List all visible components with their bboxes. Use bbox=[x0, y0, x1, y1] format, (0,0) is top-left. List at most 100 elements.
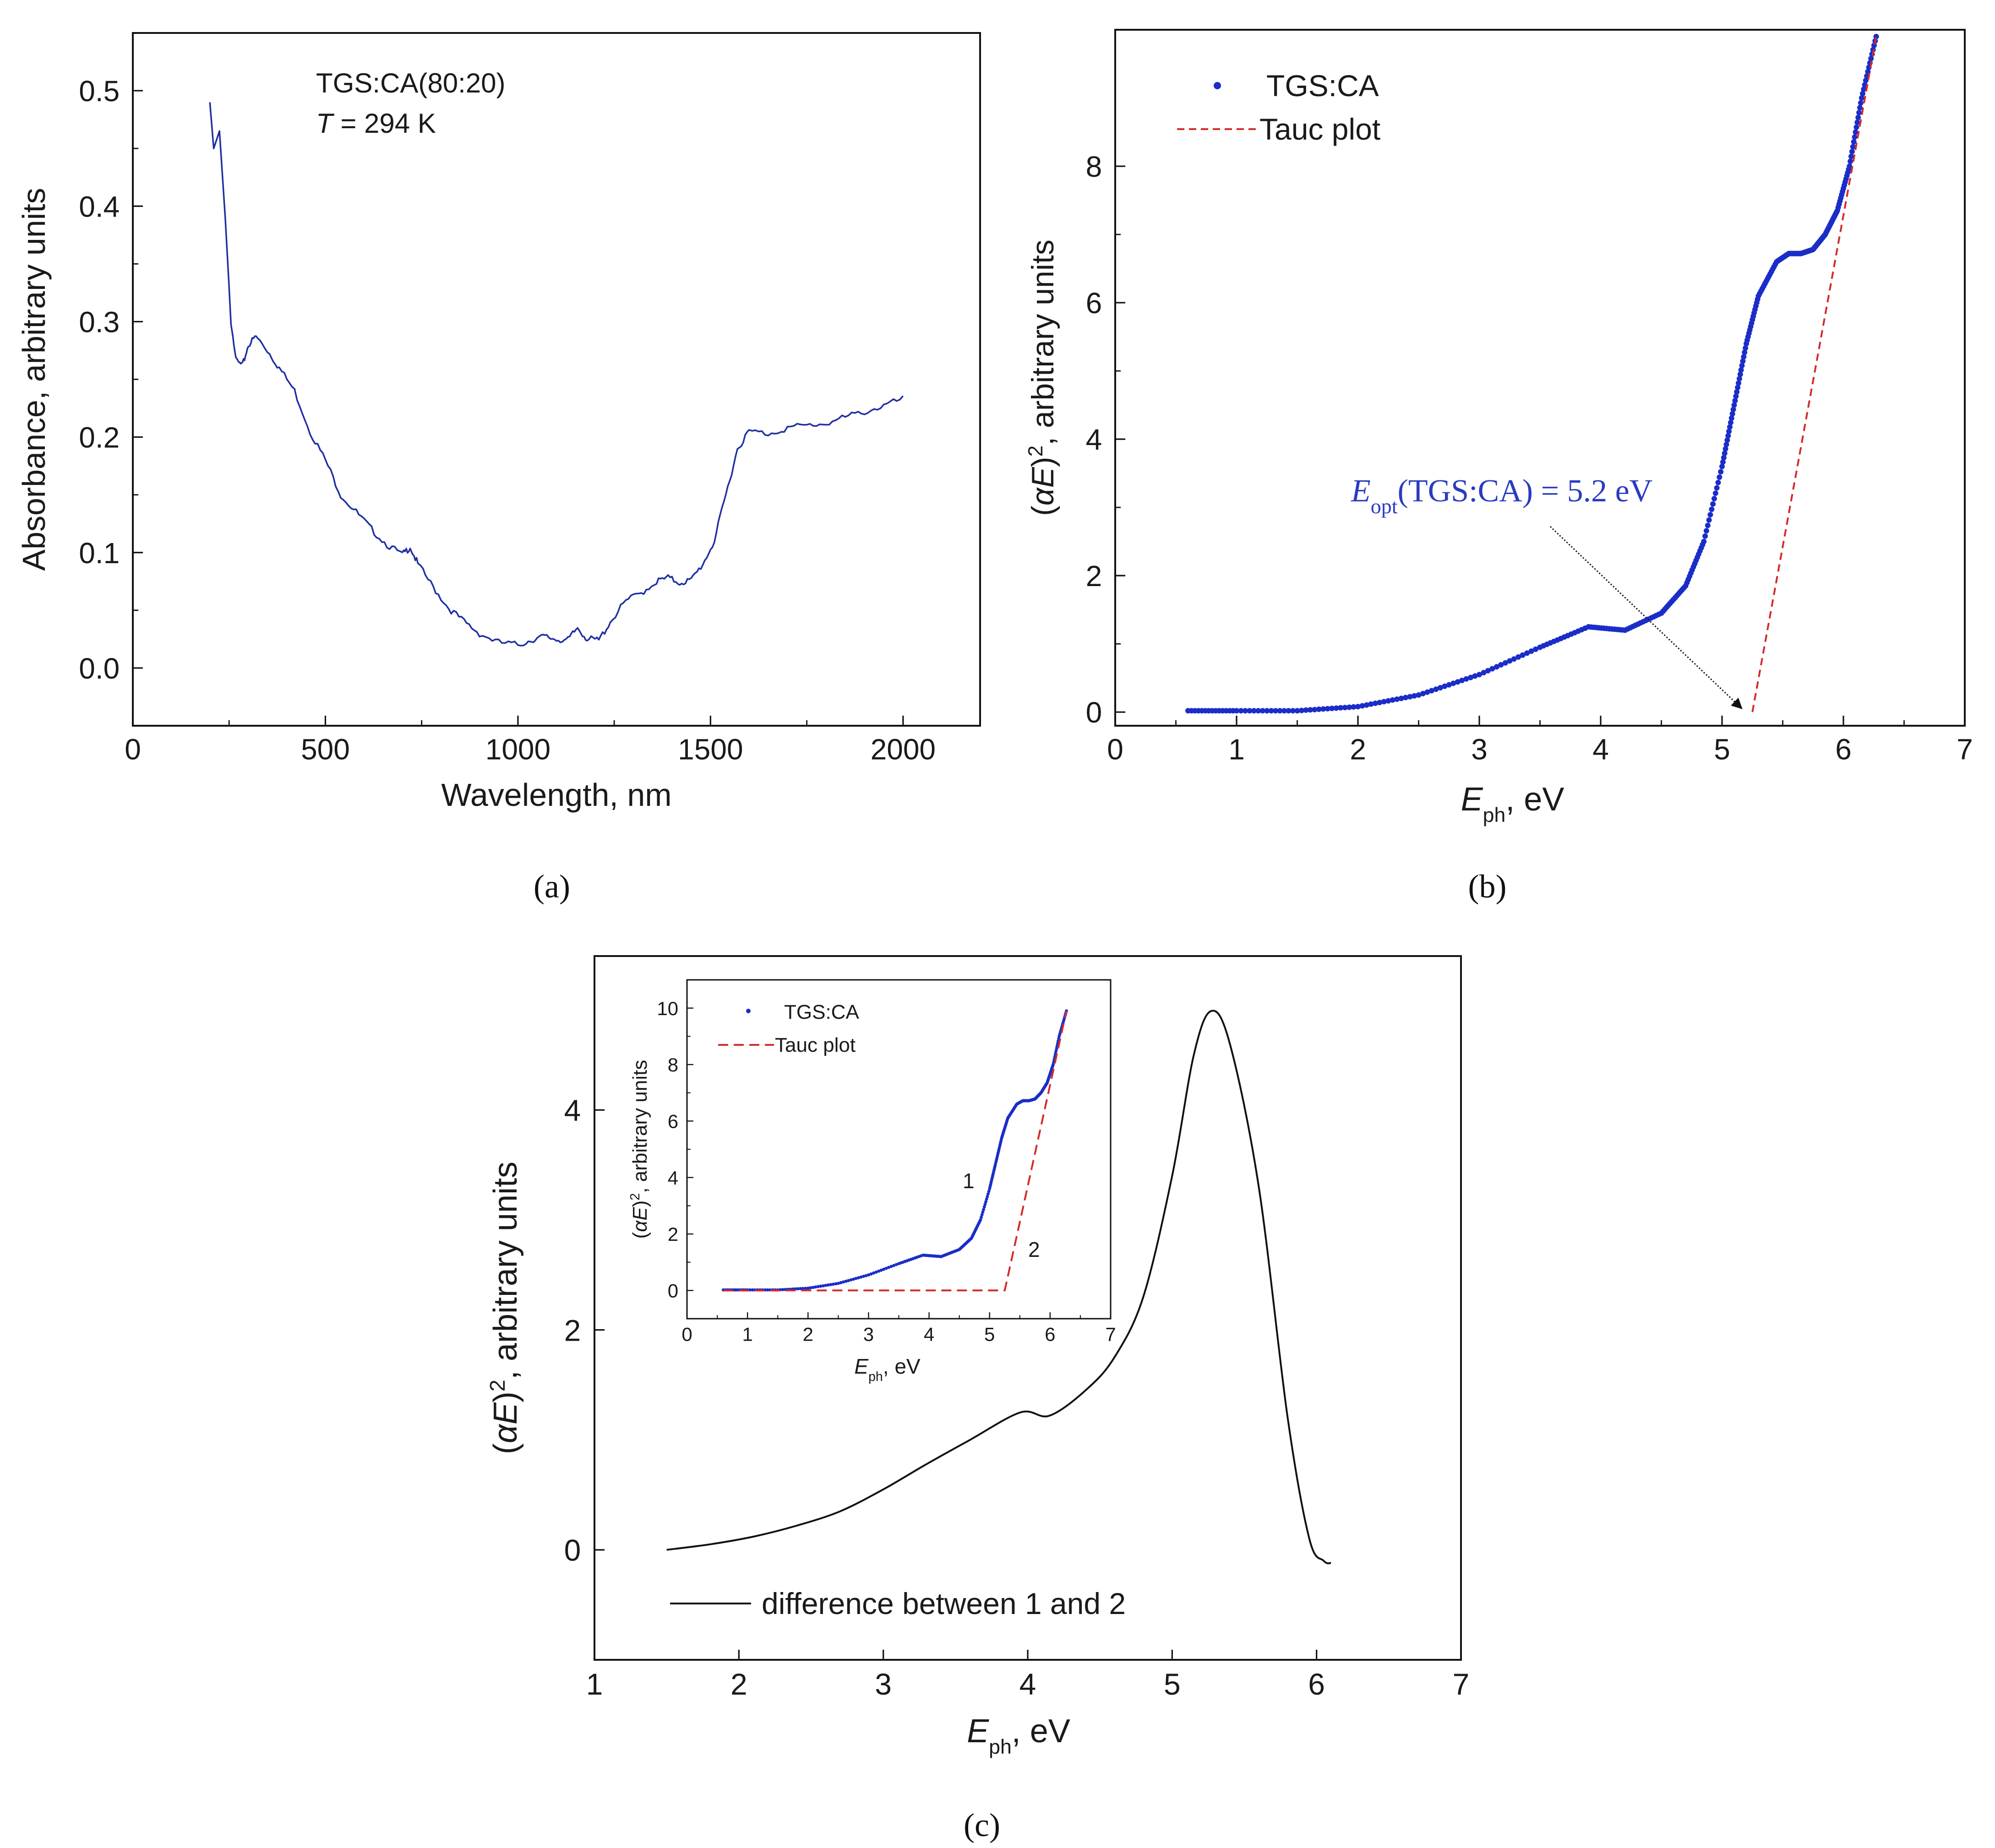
tgs-ca-data-point bbox=[1442, 683, 1448, 689]
eopt-annotation-arrow bbox=[1549, 526, 1743, 709]
tgs-ca-data-point bbox=[1726, 429, 1732, 435]
tgs-ca-data-point bbox=[1848, 153, 1854, 159]
inset-tgs-ca-data-point bbox=[882, 1267, 885, 1271]
tgs-ca-data-point bbox=[1511, 656, 1517, 662]
inset-tgs-ca-data-point bbox=[799, 1287, 802, 1290]
tgs-ca-data-point bbox=[1858, 100, 1864, 106]
tgs-ca-data-point bbox=[1242, 708, 1248, 714]
tgs-ca-data-point bbox=[1705, 522, 1711, 528]
inset-tgs-ca-data-point bbox=[877, 1269, 880, 1273]
panel-c-y-tick-label: 0 bbox=[564, 1533, 581, 1567]
tgs-ca-data-point bbox=[1853, 124, 1859, 130]
inset-tgs-ca-data-point bbox=[748, 1288, 752, 1292]
panel-b-frame bbox=[1114, 29, 1966, 727]
tgs-ca-data-point bbox=[1743, 345, 1749, 351]
inset-tgs-ca-data-point bbox=[816, 1285, 820, 1288]
panel-b-y-axis-title-symbol: αE bbox=[1025, 467, 1060, 505]
panel-c-x-tick-label: 4 bbox=[1019, 1667, 1036, 1701]
tgs-ca-data-point bbox=[1412, 693, 1417, 699]
inset-x-tick-label: 6 bbox=[1045, 1323, 1055, 1345]
panel-b-x-axis-title-rest: , eV bbox=[1505, 781, 1564, 818]
tgs-ca-data-point bbox=[1732, 398, 1738, 403]
inset-y-axis-title-sup: 2 bbox=[628, 1193, 643, 1201]
legend-tauc-label: Tauc plot bbox=[1259, 112, 1380, 146]
tgs-ca-data-point bbox=[1701, 538, 1707, 544]
inset-tgs-ca-data-point bbox=[796, 1287, 800, 1291]
inset-x-tick-label: 3 bbox=[863, 1323, 874, 1345]
tgs-ca-data-point bbox=[1853, 129, 1859, 135]
inset-tgs-ca-data-point bbox=[819, 1284, 823, 1288]
inset-tgs-ca-data-point bbox=[809, 1286, 812, 1289]
inset-x-axis-title-sub: ph bbox=[868, 1370, 883, 1384]
inset-tgs-ca-data-point bbox=[851, 1277, 855, 1281]
inset-y-tick-label: 8 bbox=[668, 1054, 678, 1076]
panel-b-x-tick-label: 5 bbox=[1714, 733, 1730, 766]
inset-tgs-ca-data-point bbox=[872, 1271, 875, 1275]
tgs-ca-data-point bbox=[1852, 134, 1858, 140]
tgs-ca-data-point bbox=[1738, 367, 1744, 373]
panel-c-x-axis-title-sub: ph bbox=[989, 1736, 1012, 1758]
tgs-ca-data-point bbox=[1703, 528, 1709, 534]
tgs-ca-data-point bbox=[1290, 708, 1296, 714]
tgs-ca-data-point bbox=[1307, 707, 1313, 713]
panel-b-y-axis-title-sup: 2 bbox=[1025, 446, 1047, 457]
inset-tgs-ca-data-point bbox=[814, 1285, 818, 1289]
panel-a-frame bbox=[132, 32, 981, 727]
tgs-ca-data-point bbox=[1359, 703, 1365, 709]
panel-b-x-tick-label: 3 bbox=[1471, 733, 1488, 766]
legend-tgs-ca-label: TGS:CA bbox=[1266, 69, 1379, 103]
inset-y-axis-title-mid: ) bbox=[629, 1201, 651, 1207]
inset-tgs-ca-data-point bbox=[824, 1283, 828, 1287]
panel-c-y-axis-title-rest: , arbitrary units bbox=[487, 1162, 524, 1380]
tgs-ca-data-point bbox=[1498, 662, 1504, 668]
inset-tgs-ca-data-point bbox=[980, 1213, 984, 1217]
tgs-ca-data-point bbox=[1472, 673, 1478, 679]
inset-x-axis-title-rest: , eV bbox=[883, 1354, 921, 1378]
inset-x-axis-title-symbol: E bbox=[854, 1354, 869, 1378]
inset-background bbox=[687, 980, 1111, 1319]
tgs-ca-data-point bbox=[1385, 698, 1391, 704]
inset-y-tick-label: 0 bbox=[668, 1280, 678, 1301]
tgs-ca-data-point bbox=[1338, 705, 1344, 711]
tgs-ca-data-point bbox=[1731, 402, 1737, 408]
tgs-ca-data-point bbox=[1725, 433, 1731, 439]
tgs-ca-data-point bbox=[1848, 158, 1853, 164]
inset-y-tick-label: 2 bbox=[668, 1223, 678, 1245]
tgs-ca-data-point bbox=[1710, 501, 1716, 507]
panel-b-y-axis-title-rest: , arbitrary units bbox=[1025, 239, 1060, 446]
inset-tgs-ca-data-point bbox=[892, 1264, 895, 1267]
panel-a-y-tick-label: 0.5 bbox=[79, 75, 120, 108]
inset-tgs-ca-data-point bbox=[887, 1266, 890, 1269]
inset-tgs-ca-data-point bbox=[869, 1272, 873, 1276]
tgs-ca-data-point bbox=[1264, 708, 1270, 714]
tgs-ca-data-point bbox=[1320, 706, 1326, 712]
inset-tgs-ca-data-point bbox=[844, 1279, 848, 1283]
inset-tgs-ca-data-point bbox=[884, 1266, 888, 1270]
tgs-ca-data-point bbox=[1494, 664, 1499, 670]
tgs-ca-data-point bbox=[1450, 680, 1456, 686]
tgs-ca-data-point bbox=[1234, 708, 1239, 714]
tgs-ca-data-point bbox=[1286, 708, 1292, 714]
inset-tgs-ca-data-point bbox=[982, 1208, 985, 1212]
inset-tgs-ca-data-point bbox=[874, 1270, 878, 1274]
tgs-ca-data-point bbox=[1459, 678, 1465, 683]
panel-c-x-tick-label: 7 bbox=[1453, 1667, 1470, 1701]
inset-tgs-ca-data-point bbox=[889, 1265, 893, 1268]
inset-tgs-ca-data-point bbox=[781, 1288, 785, 1291]
tgs-ca-data-point bbox=[1861, 86, 1867, 92]
eopt-symbol: E bbox=[1351, 473, 1371, 509]
inset-tgs-ca-data-point bbox=[826, 1283, 830, 1287]
eopt-annotation: Eopt(TGS:CA) = 5.2 eV bbox=[1351, 473, 1652, 518]
tgs-ca-data-point bbox=[1847, 163, 1853, 169]
tgs-ca-data-point bbox=[1394, 696, 1400, 702]
inset-x-tick-label: 7 bbox=[1105, 1323, 1116, 1345]
tgs-ca-data-point bbox=[1251, 708, 1257, 714]
inset-tgs-ca-data-point bbox=[801, 1287, 805, 1290]
panel-a-x-axis-title: Wavelength, nm bbox=[441, 777, 671, 813]
tgs-ca-data-point bbox=[1715, 479, 1721, 485]
inset-x-tick-label: 0 bbox=[681, 1323, 692, 1345]
panel-c-x-tick-label: 5 bbox=[1164, 1667, 1181, 1701]
tgs-ca-data-point bbox=[1528, 648, 1534, 654]
inset-tgs-ca-data-point bbox=[834, 1282, 838, 1286]
tgs-ca-data-point bbox=[1446, 682, 1452, 688]
